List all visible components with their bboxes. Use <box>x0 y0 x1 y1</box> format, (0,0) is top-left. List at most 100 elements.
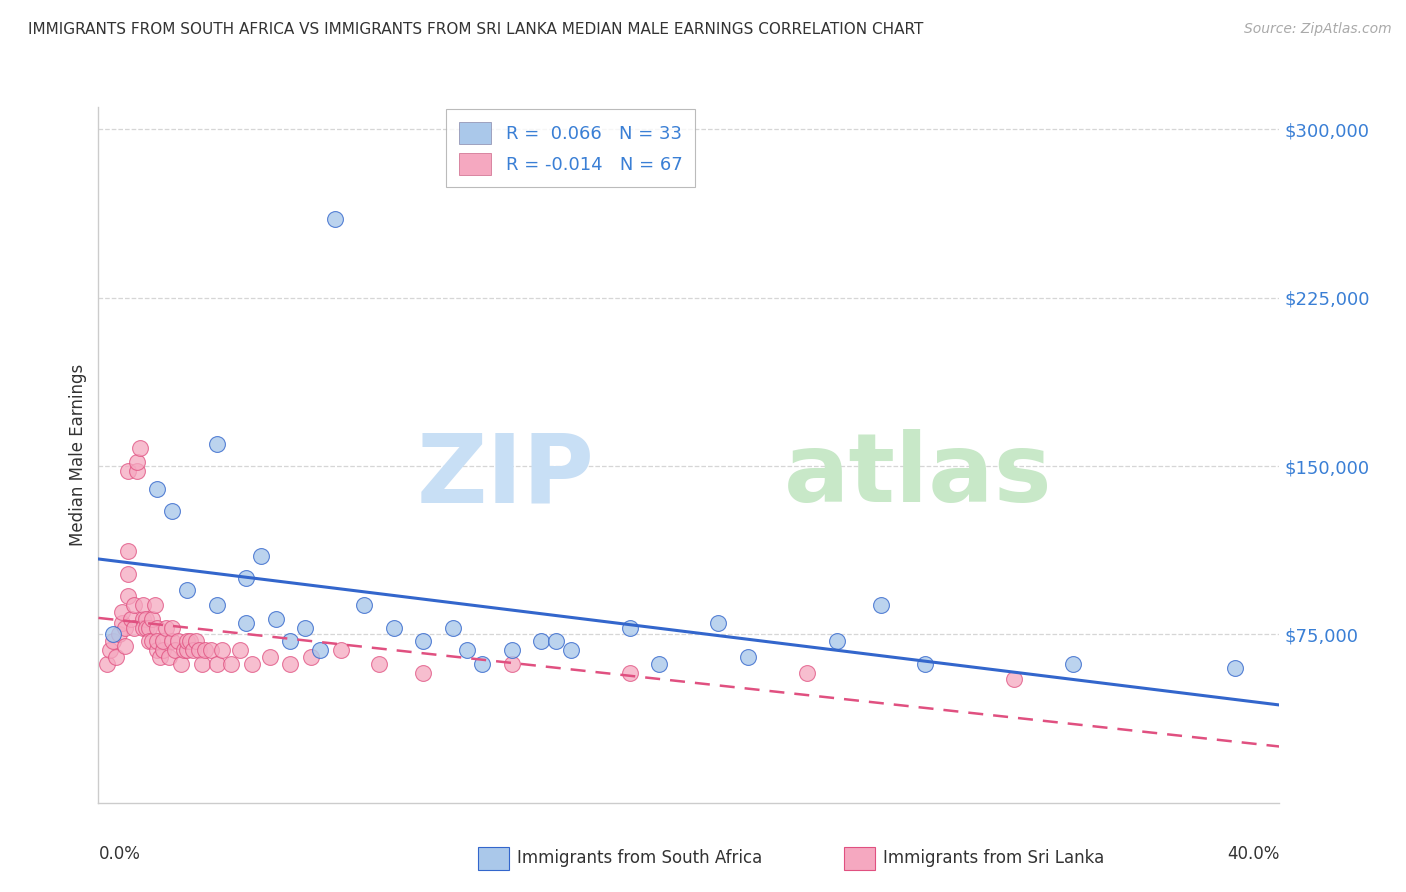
Point <box>471 657 494 671</box>
Point <box>914 657 936 671</box>
Point <box>187 643 209 657</box>
Point <box>141 634 163 648</box>
Point <box>176 634 198 648</box>
Point <box>235 571 257 585</box>
Point <box>323 212 346 227</box>
Point <box>309 643 332 657</box>
Point <box>1062 657 1084 671</box>
Point <box>114 639 136 653</box>
Point <box>152 634 174 648</box>
Point <box>544 634 567 648</box>
Point <box>264 612 287 626</box>
Point <box>869 599 891 613</box>
Point <box>278 634 302 648</box>
Point <box>259 649 281 664</box>
Text: 0.0%: 0.0% <box>98 845 141 863</box>
Point <box>501 643 523 657</box>
Point <box>117 590 139 604</box>
Point <box>122 599 145 613</box>
Text: IMMIGRANTS FROM SOUTH AFRICA VS IMMIGRANTS FROM SRI LANKA MEDIAN MALE EARNINGS C: IMMIGRANTS FROM SOUTH AFRICA VS IMMIGRAN… <box>28 22 924 37</box>
Point <box>117 566 139 581</box>
Point <box>152 643 174 657</box>
Text: atlas: atlas <box>783 429 1052 523</box>
Point <box>132 621 155 635</box>
Point <box>162 621 183 635</box>
Text: Immigrants from South Africa: Immigrants from South Africa <box>517 849 762 867</box>
Point <box>737 649 759 664</box>
Point <box>170 657 193 671</box>
Text: Source: ZipAtlas.com: Source: ZipAtlas.com <box>1244 22 1392 37</box>
Point <box>125 455 148 469</box>
Point <box>530 634 553 648</box>
Point <box>1223 661 1246 675</box>
Point <box>205 599 228 613</box>
Point <box>167 634 190 648</box>
Point <box>229 643 252 657</box>
Point <box>117 544 139 558</box>
Point <box>138 621 160 635</box>
Point <box>456 643 478 657</box>
Point <box>135 612 157 626</box>
Point <box>108 627 131 641</box>
Point <box>103 627 125 641</box>
Point <box>329 643 352 657</box>
Point <box>111 616 134 631</box>
Point <box>648 657 671 671</box>
Point <box>412 665 434 680</box>
Point <box>146 643 169 657</box>
Point <box>135 621 157 635</box>
Point <box>103 634 125 648</box>
Point <box>1002 673 1025 687</box>
Point <box>825 634 848 648</box>
Point <box>149 649 172 664</box>
Point <box>250 549 273 563</box>
Point <box>796 665 818 680</box>
Point <box>138 634 160 648</box>
Point <box>501 657 523 671</box>
Point <box>105 649 128 664</box>
Point <box>235 616 257 631</box>
Point <box>191 657 214 671</box>
Text: ZIP: ZIP <box>416 429 595 523</box>
Point <box>176 643 198 657</box>
Point <box>122 621 145 635</box>
Point <box>294 621 316 635</box>
Point <box>162 634 183 648</box>
Point <box>125 464 148 478</box>
Point <box>184 634 207 648</box>
Point <box>143 599 166 613</box>
Point <box>412 634 434 648</box>
Point <box>211 643 233 657</box>
Point <box>278 657 302 671</box>
Point <box>240 657 263 671</box>
Point <box>114 621 136 635</box>
Point <box>155 621 177 635</box>
Text: Immigrants from Sri Lanka: Immigrants from Sri Lanka <box>883 849 1104 867</box>
Point <box>194 643 217 657</box>
Point <box>146 621 169 635</box>
Point <box>619 621 641 635</box>
Point <box>111 605 134 619</box>
Point <box>619 665 641 680</box>
Point <box>165 643 187 657</box>
Point <box>181 643 204 657</box>
Point <box>176 582 198 597</box>
Legend: R =  0.066   N = 33, R = -0.014   N = 67: R = 0.066 N = 33, R = -0.014 N = 67 <box>446 109 696 187</box>
Point <box>98 643 121 657</box>
Point <box>157 649 180 664</box>
Point <box>146 634 169 648</box>
Point <box>299 649 322 664</box>
Point <box>128 441 150 455</box>
Point <box>219 657 242 671</box>
Point <box>117 464 139 478</box>
Point <box>382 621 405 635</box>
Point <box>120 612 142 626</box>
Point <box>205 657 228 671</box>
Point <box>132 612 155 626</box>
Point <box>353 599 375 613</box>
Point <box>132 599 155 613</box>
Point <box>146 482 169 496</box>
Point <box>96 657 118 671</box>
Point <box>441 621 464 635</box>
Point <box>707 616 730 631</box>
